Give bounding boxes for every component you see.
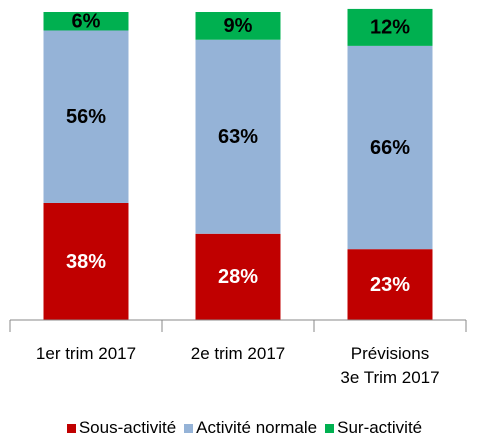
x-tick-label: 2e trim 2017 bbox=[190, 344, 286, 363]
value-label: 6% bbox=[72, 11, 101, 33]
value-label: 12% bbox=[370, 17, 410, 39]
bar-segment bbox=[347, 8, 433, 46]
bar-segment bbox=[195, 12, 281, 40]
legend-swatch bbox=[66, 423, 76, 433]
value-label: 38% bbox=[66, 251, 106, 273]
bar-segment bbox=[347, 45, 433, 250]
value-label: 56% bbox=[66, 106, 106, 128]
legend-swatch bbox=[325, 423, 335, 433]
bar-segment bbox=[347, 249, 433, 320]
legend-item: Sur-activité bbox=[325, 418, 422, 438]
bar-segment bbox=[43, 12, 129, 31]
value-label: 66% bbox=[370, 137, 410, 159]
legend: Sous-activité Activité normale Sur-activit… bbox=[0, 418, 489, 438]
legend-label: Sous-activité bbox=[78, 418, 177, 437]
bar-segment bbox=[43, 30, 129, 203]
legend-label: Activité normale bbox=[196, 418, 318, 437]
bar-segment bbox=[195, 39, 281, 234]
bar-segment bbox=[195, 233, 281, 320]
value-label: 23% bbox=[370, 274, 410, 296]
legend-label: Sur-activité bbox=[337, 418, 423, 437]
legend-swatch bbox=[184, 423, 194, 433]
value-label: 63% bbox=[218, 126, 258, 148]
x-tick-label: Prévisions 3e Trim 2017 bbox=[340, 344, 440, 387]
bar-segment bbox=[43, 202, 129, 320]
plot: 38% 56% 6% 28% 63% 9% 23% 66% 12% bbox=[9, 8, 467, 332]
value-label: 28% bbox=[218, 266, 258, 288]
value-label: 9% bbox=[224, 15, 253, 37]
legend-item: Sous-activité bbox=[66, 418, 177, 438]
x-tick-label: 1er trim 2017 bbox=[35, 344, 137, 363]
legend-item: Activité normale bbox=[184, 418, 317, 438]
